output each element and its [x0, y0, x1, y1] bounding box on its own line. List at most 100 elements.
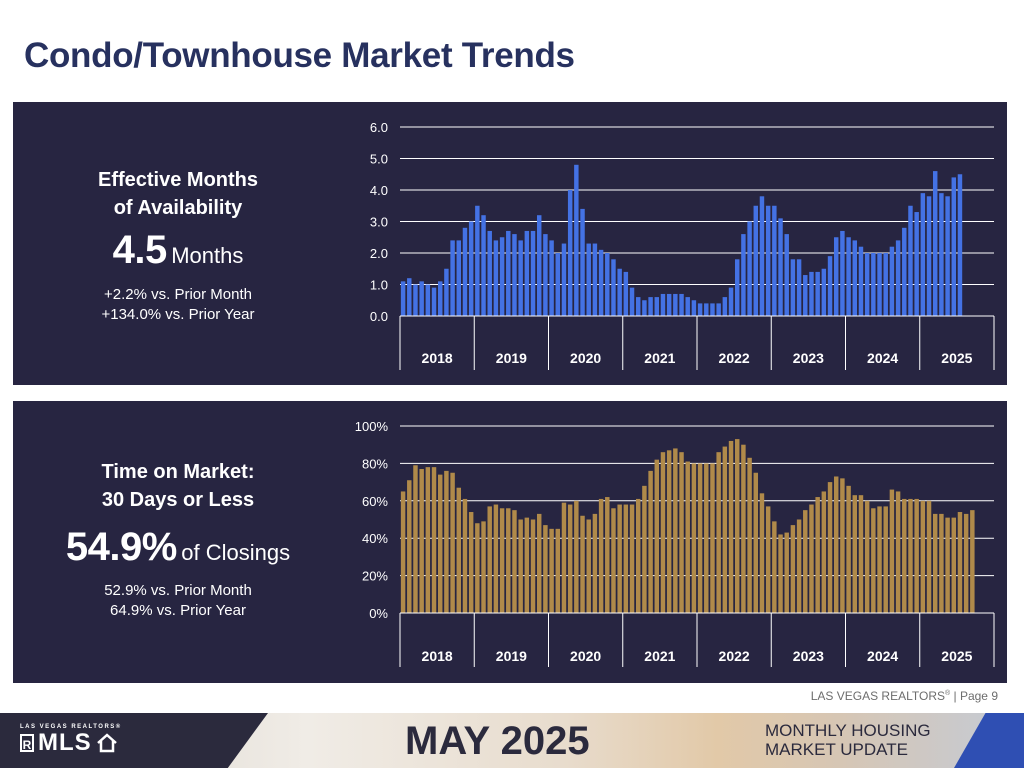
- bar: [431, 467, 437, 613]
- bar: [932, 171, 938, 316]
- page-title: Condo/Townhouse Market Trends: [24, 36, 575, 75]
- bar: [753, 205, 759, 316]
- bar: [722, 446, 728, 613]
- months-vs-prior-year: +134.0% vs. Prior Year: [101, 306, 255, 323]
- months-value-row: 4.5 Months: [13, 228, 343, 281]
- bar: [592, 513, 598, 613]
- bar: [642, 485, 647, 613]
- realtor-r-icon: R: [20, 734, 34, 752]
- bar: [914, 498, 919, 613]
- bar: [710, 463, 715, 613]
- bar: [914, 212, 919, 316]
- banner-month: MAY 2025: [405, 719, 590, 763]
- months-stat-block: Effective Months of Availability 4.5 Mon…: [13, 166, 343, 325]
- bar: [840, 478, 845, 613]
- bar: [580, 208, 585, 316]
- x-year-label: 2023: [793, 350, 824, 366]
- bar: [673, 448, 678, 613]
- bar: [803, 275, 808, 316]
- bar: [790, 525, 796, 613]
- bar: [475, 205, 480, 316]
- bar: [623, 504, 629, 613]
- bar: [512, 510, 517, 613]
- y-tick-label: 6.0: [370, 120, 388, 135]
- bar: [623, 271, 629, 316]
- months-vs-prior-month: +2.2% vs. Prior Month: [104, 286, 252, 303]
- bar: [536, 513, 542, 613]
- bar: [493, 504, 499, 613]
- bar: [691, 300, 697, 316]
- bar: [450, 240, 455, 316]
- bar: [877, 253, 882, 316]
- bar: [654, 459, 660, 613]
- bar: [691, 463, 697, 613]
- bar: [734, 259, 740, 316]
- tom-vs-prior-year: 64.9% vs. Prior Year: [110, 602, 246, 619]
- bar: [481, 215, 486, 316]
- bar: [592, 243, 598, 316]
- months-availability-chart: 0.0 1.0 2.0 3.0 4.0 5.0 6.0 2018 2019 2020 2021 202…: [370, 120, 995, 370]
- bar: [926, 500, 932, 613]
- bar: [487, 230, 492, 316]
- bar: [852, 495, 858, 613]
- bar: [574, 164, 579, 316]
- bar: [549, 528, 554, 613]
- bar: [970, 510, 975, 613]
- footer-registered-mark: ®: [945, 690, 951, 697]
- bar: [444, 470, 449, 613]
- bar: [419, 469, 424, 613]
- bar: [877, 506, 882, 613]
- footer-banner: LAS VEGAS REALTORS® R MLS MAY 2025 MONTH…: [0, 713, 1024, 768]
- bar: [796, 519, 802, 613]
- y-tick-label: 100%: [355, 419, 389, 434]
- bar: [957, 512, 963, 613]
- bar: [809, 271, 814, 316]
- bar: [704, 303, 709, 316]
- x-year-label: 2021: [644, 648, 675, 664]
- y-tick-label: 3.0: [370, 215, 388, 230]
- bar: [932, 513, 938, 613]
- bar: [555, 253, 561, 316]
- bar: [704, 463, 709, 613]
- months-availability-panel: Effective Months of Availability 4.5 Mon…: [13, 102, 1007, 385]
- banner-update-line1: MONTHLY HOUSING: [765, 721, 931, 740]
- bar: [666, 293, 672, 316]
- x-year-label: 2023: [793, 648, 824, 664]
- bar: [821, 268, 827, 316]
- footer-page-number: | Page 9: [950, 689, 999, 703]
- bar: [413, 284, 418, 316]
- bar: [902, 498, 907, 613]
- bar: [475, 523, 480, 613]
- bar: [425, 467, 431, 613]
- bar: [561, 243, 567, 316]
- tom-stat-block: Time on Market: 30 Days or Less 54.9% of…: [13, 458, 343, 621]
- bar: [895, 491, 901, 613]
- bar: [450, 472, 455, 613]
- bar: [468, 221, 474, 316]
- logo-mls-text: MLS: [38, 729, 92, 756]
- months-value: 4.5: [112, 228, 168, 272]
- bar: [920, 193, 926, 316]
- bar: [666, 450, 672, 613]
- x-year-label: 2022: [719, 648, 750, 664]
- bar: [809, 504, 814, 613]
- tom-value-row: 54.9% of Closings: [13, 524, 343, 579]
- bar: [939, 193, 944, 316]
- bar: [506, 230, 511, 316]
- x-year-label: 2022: [719, 350, 750, 366]
- bar: [400, 281, 406, 316]
- bar: [605, 253, 610, 316]
- tom-vs-prior-month: 52.9% vs. Prior Month: [104, 582, 252, 599]
- bar: [784, 234, 789, 316]
- bar: [437, 281, 443, 316]
- bar: [629, 287, 635, 316]
- months-heading-line1: Effective Months: [97, 169, 259, 191]
- bar: [462, 498, 468, 613]
- bar: [648, 297, 653, 316]
- bar: [456, 240, 462, 316]
- bar: [530, 230, 536, 316]
- bar: [518, 519, 523, 613]
- bar: [815, 271, 820, 316]
- bar: [598, 498, 604, 613]
- bar: [765, 506, 771, 613]
